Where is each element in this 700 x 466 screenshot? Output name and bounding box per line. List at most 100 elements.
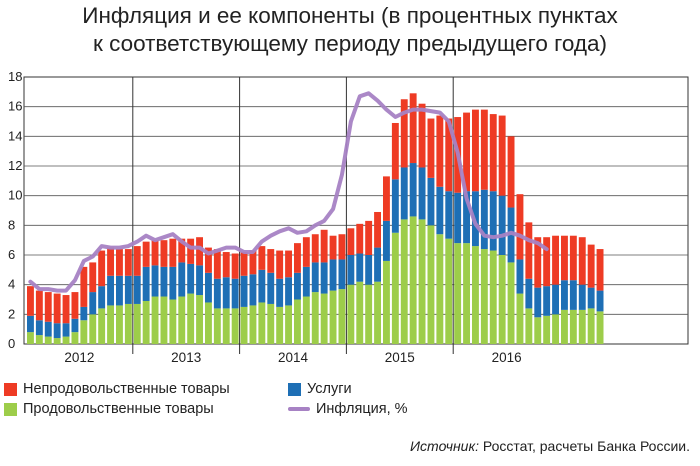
bar-nonfood	[320, 229, 328, 263]
bar-food	[285, 305, 292, 344]
bar-food	[160, 296, 168, 344]
x-tick-label: 2012	[64, 350, 94, 365]
bar-nonfood	[383, 176, 390, 221]
bar-services	[569, 280, 577, 310]
bar-services	[213, 278, 221, 309]
bar-nonfood	[124, 249, 132, 276]
bar-nonfood	[543, 237, 551, 287]
bar-nonfood	[27, 286, 34, 316]
bar-food	[356, 281, 364, 344]
bar-food	[427, 225, 435, 344]
bar-nonfood	[445, 118, 453, 192]
bar-food	[391, 232, 399, 344]
y-tick-label: 10	[8, 188, 22, 203]
bar-services	[383, 220, 390, 261]
bar-nonfood	[294, 243, 301, 273]
y-tick-label: 0	[8, 336, 15, 351]
bar-nonfood	[205, 247, 212, 273]
bar-nonfood	[302, 237, 310, 267]
bar-food	[294, 299, 301, 344]
bar-food	[196, 295, 203, 344]
bar-food	[311, 292, 319, 344]
bar-food	[418, 219, 426, 344]
bar-nonfood	[516, 194, 524, 260]
bar-services	[160, 266, 168, 297]
bar-food	[151, 296, 159, 344]
bar-nonfood	[329, 235, 337, 260]
bar-services	[525, 278, 533, 309]
bar-nonfood	[507, 136, 515, 208]
bar-nonfood	[285, 250, 292, 278]
bar-services	[142, 266, 150, 301]
bar-food	[409, 216, 417, 344]
bar-services	[463, 191, 470, 244]
bar-services	[400, 167, 408, 220]
bar-nonfood	[142, 241, 150, 267]
bar-nonfood	[418, 103, 426, 168]
legend-label-nonfood: Непродовольственные товары	[23, 381, 230, 397]
legend-label-services: Услуги	[307, 381, 352, 397]
bar-food	[178, 296, 186, 344]
bar-services	[596, 290, 604, 312]
title-line-2: к соответствующему периоду предыдущего г…	[92, 31, 608, 56]
bar-services	[516, 259, 524, 294]
bar-nonfood	[436, 115, 444, 187]
bar-food	[142, 300, 150, 344]
bar-services	[62, 323, 70, 337]
bar-food	[62, 336, 70, 344]
bar-services	[276, 278, 284, 307]
bar-nonfood	[311, 234, 319, 263]
bar-services	[507, 207, 515, 263]
bar-services	[391, 179, 399, 233]
plot-frame	[23, 76, 689, 345]
bar-services	[561, 280, 568, 310]
bar-food	[507, 262, 515, 344]
bar-nonfood	[347, 228, 355, 255]
bar-food	[98, 308, 106, 344]
bar-nonfood	[525, 222, 533, 279]
bar-services	[98, 286, 106, 309]
bar-food	[187, 293, 195, 344]
bar-food	[347, 284, 355, 344]
title-line-1: Инфляция и ее компоненты (в процентных п…	[82, 3, 618, 28]
bar-services	[534, 287, 542, 318]
bar-nonfood	[552, 235, 559, 285]
bar-food	[534, 317, 542, 344]
bar-food	[383, 260, 390, 344]
bar-food	[53, 338, 61, 344]
bar-nonfood	[427, 118, 435, 178]
bar-food	[169, 299, 177, 344]
y-tick-label: 14	[8, 128, 22, 143]
bar-services	[587, 287, 595, 309]
legend-swatch-services	[288, 383, 301, 396]
bar-services	[338, 259, 346, 290]
bar-services	[285, 277, 292, 306]
bar-nonfood	[276, 250, 284, 279]
bar-nonfood	[53, 293, 61, 324]
legend-label-inflation: Инфляция, %	[316, 401, 408, 417]
source-note: Источник: Росстат, расчеты Банка России.	[410, 438, 690, 454]
y-tick-label: 4	[8, 277, 15, 292]
bar-services	[418, 167, 426, 220]
bar-nonfood	[249, 250, 257, 275]
bar-food	[516, 293, 524, 344]
bar-food	[35, 335, 43, 344]
bar-nonfood	[463, 112, 470, 192]
bar-services	[71, 318, 79, 333]
bar-food	[222, 308, 230, 344]
stacked-bar-chart: 0 2 4 6 8 10 12 14 16 18 2012 2013 2014 2015 2016	[8, 69, 689, 365]
bar-food	[587, 308, 595, 344]
bar-nonfood	[80, 266, 88, 307]
bar-services	[409, 163, 417, 217]
bar-food	[338, 289, 346, 344]
bar-nonfood	[116, 249, 123, 276]
bar-services	[27, 315, 34, 333]
bar-services	[578, 284, 586, 310]
bar-food	[569, 309, 577, 344]
bar-nonfood	[587, 244, 595, 288]
bar-nonfood	[498, 115, 506, 196]
bar-nonfood	[107, 247, 114, 276]
bar-nonfood	[365, 220, 373, 255]
bar-services	[365, 255, 373, 285]
bar-services	[53, 323, 61, 339]
